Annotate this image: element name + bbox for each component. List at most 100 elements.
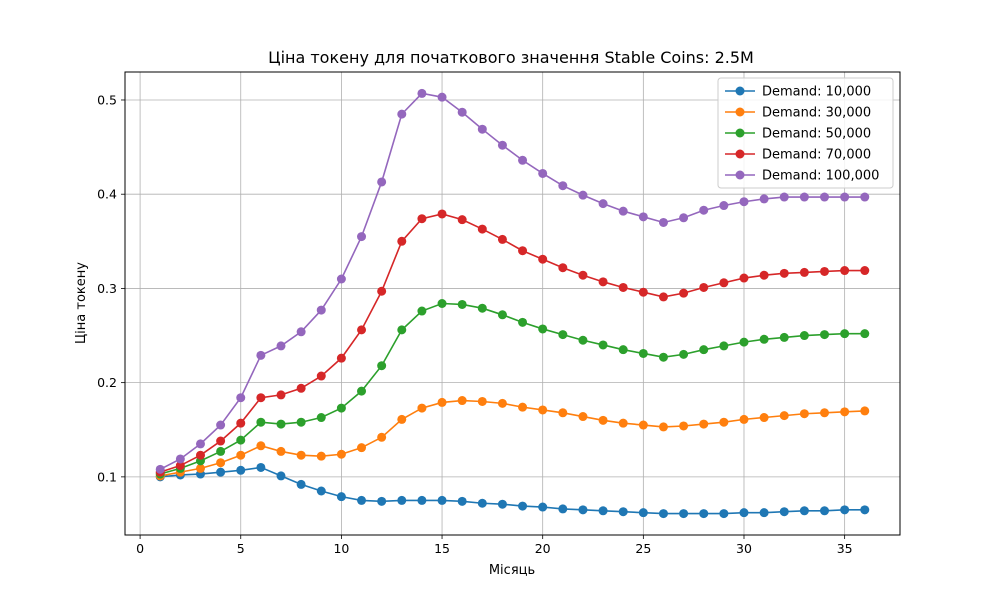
data-point bbox=[397, 109, 407, 119]
data-point bbox=[860, 329, 870, 339]
data-point bbox=[518, 317, 528, 327]
x-tick-label: 10 bbox=[333, 541, 349, 556]
data-point bbox=[336, 274, 346, 284]
data-point bbox=[739, 414, 749, 424]
data-point bbox=[497, 234, 507, 244]
legend-label: Demand: 100,000 bbox=[762, 169, 879, 184]
data-point bbox=[658, 422, 668, 432]
y-tick-label: 0.3 bbox=[97, 281, 117, 296]
data-point bbox=[719, 201, 729, 211]
data-point bbox=[638, 287, 648, 297]
data-point bbox=[276, 390, 286, 400]
plot-area: 0 5 10 15 20 25 30 35 0.1 0.2 0.3 0.4 0.5 bbox=[97, 71, 901, 556]
data-point bbox=[638, 508, 648, 518]
data-point bbox=[296, 383, 306, 393]
data-point bbox=[175, 461, 185, 471]
data-point bbox=[236, 435, 246, 445]
data-point bbox=[679, 288, 689, 298]
data-point bbox=[538, 324, 548, 334]
data-point bbox=[779, 192, 789, 202]
data-point bbox=[658, 352, 668, 362]
data-point bbox=[377, 177, 387, 187]
data-point bbox=[256, 441, 266, 451]
data-point bbox=[860, 266, 870, 276]
data-point bbox=[457, 496, 467, 506]
y-axis-label: Ціна токену bbox=[74, 262, 89, 344]
data-point bbox=[437, 495, 447, 505]
data-point bbox=[860, 406, 870, 416]
data-point bbox=[578, 190, 588, 200]
data-point bbox=[477, 396, 487, 406]
x-tick-label: 20 bbox=[535, 541, 551, 556]
data-point bbox=[316, 451, 326, 461]
data-point bbox=[397, 325, 407, 335]
data-point bbox=[357, 325, 367, 335]
data-point bbox=[699, 419, 709, 429]
data-point bbox=[679, 509, 689, 519]
data-point bbox=[397, 414, 407, 424]
data-point bbox=[538, 168, 548, 178]
data-point bbox=[236, 450, 246, 460]
data-point bbox=[538, 405, 548, 415]
data-point bbox=[477, 224, 487, 234]
x-tick-label: 35 bbox=[837, 541, 853, 556]
data-point bbox=[377, 361, 387, 371]
data-point bbox=[618, 282, 628, 292]
data-point bbox=[316, 486, 326, 496]
legend-marker bbox=[735, 128, 745, 138]
data-point bbox=[518, 501, 528, 511]
data-point bbox=[699, 282, 709, 292]
data-point bbox=[578, 412, 588, 422]
data-point bbox=[195, 439, 205, 449]
legend-marker bbox=[735, 107, 745, 117]
data-point bbox=[518, 402, 528, 412]
data-point bbox=[699, 345, 709, 355]
data-point bbox=[437, 299, 447, 308]
data-point bbox=[538, 502, 548, 512]
series-4 bbox=[155, 209, 870, 477]
legend-item: Demand: 50,000 bbox=[725, 127, 871, 142]
legend-label: Demand: 10,000 bbox=[762, 85, 871, 100]
legend-marker bbox=[735, 170, 745, 180]
data-point bbox=[397, 495, 407, 505]
data-point bbox=[256, 350, 266, 360]
legend-item: Demand: 70,000 bbox=[725, 148, 871, 163]
data-point bbox=[256, 417, 266, 427]
series-3 bbox=[155, 299, 870, 479]
data-point bbox=[437, 209, 447, 219]
data-point bbox=[759, 508, 769, 518]
data-point bbox=[216, 467, 226, 477]
data-point bbox=[216, 436, 226, 446]
y-tick-label: 0.4 bbox=[97, 187, 117, 202]
data-point bbox=[437, 397, 447, 407]
data-point bbox=[658, 292, 668, 302]
data-point bbox=[497, 499, 507, 509]
data-point bbox=[638, 420, 648, 430]
data-point bbox=[618, 206, 628, 216]
data-point bbox=[256, 462, 266, 472]
data-point bbox=[739, 508, 749, 518]
data-point bbox=[417, 495, 427, 505]
data-point bbox=[357, 232, 367, 242]
data-series bbox=[155, 88, 870, 519]
data-point bbox=[598, 506, 608, 516]
data-point bbox=[457, 215, 467, 225]
data-point bbox=[820, 192, 830, 202]
legend-item: Demand: 30,000 bbox=[725, 106, 871, 121]
data-point bbox=[638, 348, 648, 358]
data-point bbox=[840, 407, 850, 417]
data-point bbox=[860, 505, 870, 515]
legend-label: Demand: 30,000 bbox=[762, 106, 871, 121]
data-point bbox=[236, 393, 246, 403]
data-point bbox=[578, 335, 588, 345]
data-point bbox=[840, 192, 850, 202]
data-point bbox=[357, 443, 367, 453]
data-point bbox=[377, 286, 387, 296]
chart-title: Ціна токену для початкового значення Sta… bbox=[268, 48, 754, 67]
data-point bbox=[256, 393, 266, 403]
data-point bbox=[276, 471, 286, 481]
data-point bbox=[618, 418, 628, 428]
data-point bbox=[296, 479, 306, 489]
legend-label: Demand: 50,000 bbox=[762, 127, 871, 142]
legend-item: Demand: 100,000 bbox=[725, 169, 879, 184]
